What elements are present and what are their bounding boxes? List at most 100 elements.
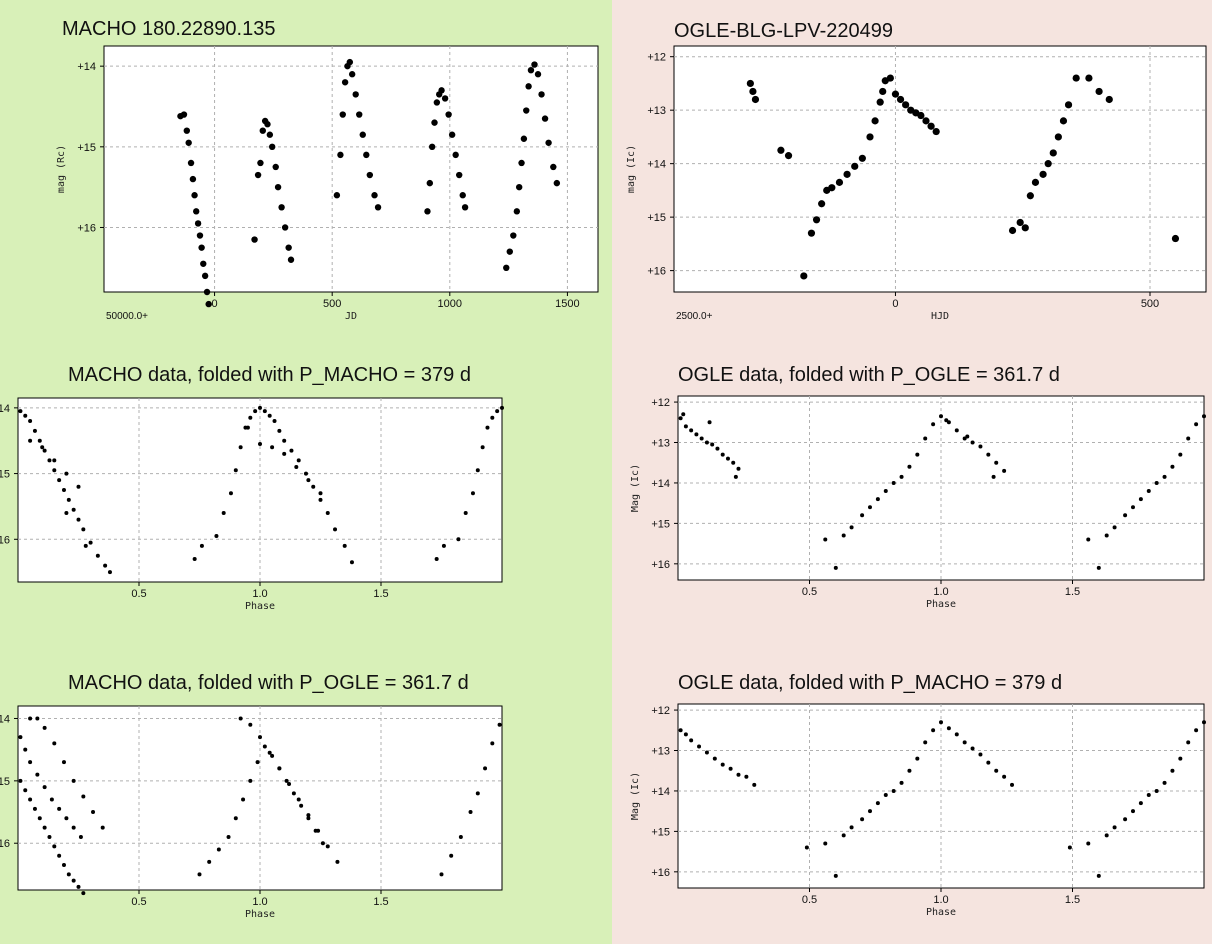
x-tick-label: 1.0	[252, 588, 267, 600]
data-point	[233, 816, 238, 821]
data-point	[431, 119, 438, 126]
data-point	[191, 192, 198, 199]
data-point	[91, 810, 96, 815]
data-point	[490, 415, 495, 420]
data-point	[28, 419, 33, 423]
data-point	[264, 121, 271, 128]
data-point	[891, 788, 896, 793]
data-point	[272, 419, 277, 423]
data-point	[200, 260, 207, 267]
data-point	[42, 825, 47, 830]
data-point	[777, 146, 785, 154]
data-point	[485, 425, 490, 430]
data-point	[76, 884, 81, 889]
data-point	[483, 766, 488, 771]
data-point	[23, 747, 28, 752]
data-point	[64, 511, 69, 515]
data-point	[433, 99, 441, 106]
data-point	[704, 440, 709, 445]
data-point	[296, 797, 301, 802]
data-point	[902, 101, 910, 109]
data-point	[274, 183, 282, 191]
data-point	[221, 511, 226, 515]
x-tick-label: 0	[892, 298, 898, 310]
data-point	[883, 792, 888, 797]
data-point	[506, 248, 513, 255]
data-point	[1112, 525, 1117, 530]
data-point	[278, 204, 285, 211]
y-tick-label: +16	[651, 559, 670, 571]
data-point	[784, 152, 793, 160]
data-point	[205, 300, 212, 308]
data-point	[241, 797, 246, 802]
data-point	[927, 122, 935, 130]
data-point	[71, 507, 76, 512]
data-point	[939, 720, 943, 725]
data-point	[480, 445, 485, 450]
data-point	[503, 264, 510, 272]
data-point	[100, 825, 105, 830]
data-point	[944, 418, 949, 423]
chart-title: OGLE data, folded with P_OGLE = 361.7 d	[678, 364, 1060, 386]
data-point	[371, 192, 378, 199]
data-point	[374, 204, 382, 211]
data-point	[61, 488, 66, 492]
data-point	[683, 732, 688, 737]
data-point	[899, 474, 904, 479]
data-point	[954, 428, 959, 433]
data-point	[193, 208, 200, 215]
chart-plot: 0 500 +12 +13 +14 +15 +16 HJD mag (Ic) 2500.0+	[626, 45, 1207, 322]
data-point	[915, 756, 920, 761]
data-point	[40, 445, 45, 450]
data-point	[28, 438, 33, 443]
data-point	[683, 424, 688, 429]
y-tick-label: +15	[0, 469, 10, 481]
data-point	[47, 834, 52, 839]
y-axis-label: Mag (Ic)	[630, 772, 641, 820]
data-point	[287, 781, 292, 786]
data-point	[818, 200, 826, 208]
data-point	[23, 788, 28, 793]
data-point	[1170, 464, 1175, 469]
data-point	[678, 728, 683, 733]
x-offset-label: 50000.0+	[106, 311, 148, 322]
data-point	[267, 413, 272, 418]
data-point	[66, 872, 71, 877]
data-point	[1170, 768, 1175, 773]
data-point	[23, 413, 28, 418]
data-point	[922, 117, 930, 125]
data-point	[1049, 149, 1057, 157]
data-point	[1085, 74, 1093, 82]
data-point	[272, 163, 279, 171]
data-point	[531, 61, 538, 68]
data-point	[1146, 792, 1151, 797]
data-point	[277, 766, 282, 771]
data-point	[107, 570, 112, 575]
data-point	[725, 456, 730, 461]
data-point	[962, 740, 967, 745]
data-point	[497, 722, 502, 727]
data-points	[177, 58, 561, 308]
chart-plot: 0.5 1.0 1.5 +12 +13 +14 +15 +16 Phase Mag (Ic)	[630, 395, 1206, 610]
y-tick-label: +16	[647, 266, 666, 278]
data-point	[303, 471, 308, 476]
data-point	[258, 405, 262, 410]
data-point	[258, 735, 262, 740]
data-point	[1154, 480, 1159, 485]
data-point	[1171, 234, 1180, 243]
data-point	[468, 810, 473, 815]
data-point	[37, 438, 42, 443]
data-point	[203, 288, 211, 296]
data-point	[978, 444, 983, 449]
data-point	[214, 534, 219, 538]
data-point	[986, 760, 991, 765]
data-point	[828, 184, 836, 192]
data-point	[439, 872, 444, 877]
data-point	[196, 232, 204, 239]
data-point	[923, 740, 928, 745]
data-point	[253, 409, 258, 414]
data-point	[233, 468, 238, 473]
data-point	[61, 863, 66, 868]
data-point	[197, 872, 202, 877]
data-point	[459, 192, 466, 199]
